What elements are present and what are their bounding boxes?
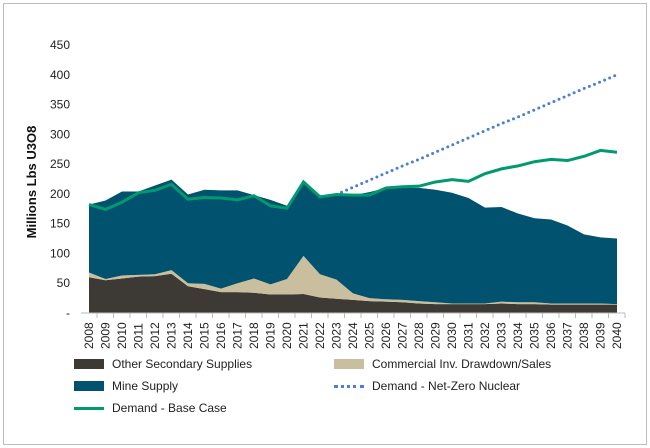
y-tick-label: 400 [50,68,70,82]
line-demand-net-zero-nuclear [335,73,619,196]
legend-swatch [74,359,104,369]
legend-other-secondary: Other Secondary Supplies [74,357,252,371]
line-demand-base-case [88,148,618,211]
x-tick-label: 2015 [198,322,212,349]
x-tick-label: 2032 [478,322,492,349]
x-tick-label: 2031 [462,322,476,349]
x-tick-label: 2014 [181,322,195,349]
x-tick-label: 2034 [511,322,525,349]
area-commercial-inv-drawdown-sales [89,255,617,305]
x-tick-label: 2030 [445,322,459,349]
legend-swatch [74,406,104,410]
x-tick-label: 2026 [379,322,393,349]
x-tick-label: 2018 [247,322,261,349]
x-tick-label: 2025 [363,322,377,349]
chart-frame: -50 100 150 200 250 300 350 400 450 2008 2009 2010 2… [3,3,647,445]
legend-swatch [334,359,364,369]
x-tick-label: 2010 [115,322,129,349]
x-tick-label: 2012 [148,322,162,349]
x-tick-label: 2028 [412,322,426,349]
y-tick-label: - [66,306,70,320]
y-axis-label: Millions Lbs U3O8 [24,126,39,239]
y-tick-label: 150 [50,217,70,231]
x-tick-label: 2029 [429,322,443,349]
legend-net-zero: Demand - Net-Zero Nuclear [334,379,520,393]
y-tick-label: 350 [50,98,70,112]
x-tick-label: 2037 [561,322,575,349]
legend-mine-supply: Mine Supply [74,379,178,393]
legend-swatch [74,381,104,391]
legend-label: Commercial Inv. Drawdown/Sales [372,357,552,371]
x-tick-label: 2008 [82,322,96,349]
area-mine-supply [89,179,617,305]
y-tick-label: 250 [50,157,70,171]
x-tick-label: 2027 [396,322,410,349]
legend-label: Other Secondary Supplies [112,357,253,371]
x-tick-label: 2011 [132,323,146,349]
x-tick-label: 2020 [280,322,294,349]
x-tick-label: 2035 [528,322,542,349]
legend-label: Demand - Net-Zero Nuclear [372,379,521,393]
x-tick-label: 2040 [610,322,624,349]
x-tick-label: 2016 [214,322,228,349]
legend-swatch [334,384,364,388]
y-tick-label: 50 [57,276,71,290]
x-tick-label: 2023 [330,322,344,349]
x-tick-label: 2022 [313,322,327,349]
x-tick-label: 2013 [165,322,179,349]
x-tick-label: 2024 [346,322,360,349]
x-tick-label: 2021 [297,322,311,349]
x-tick-label: 2038 [577,322,591,349]
y-tick-label: 300 [50,127,70,141]
x-tick-label: 2033 [495,322,509,349]
area-other-secondary-supplies [89,273,617,313]
y-tick-label: 450 [50,38,70,52]
x-tick-label: 2009 [99,322,113,349]
x-tick-label: 2017 [231,322,245,349]
y-tick-label: 100 [50,246,70,260]
x-tick-label: 2036 [544,322,558,349]
x-tick-label: 2039 [594,322,608,349]
legend-commercial-inv: Commercial Inv. Drawdown/Sales [334,357,551,371]
legend-label: Mine Supply [112,379,179,393]
legend-base-case: Demand - Base Case [74,401,227,415]
x-tick-label: 2019 [264,322,278,349]
legend-label: Demand - Base Case [112,401,227,415]
y-tick-label: 200 [50,187,70,201]
